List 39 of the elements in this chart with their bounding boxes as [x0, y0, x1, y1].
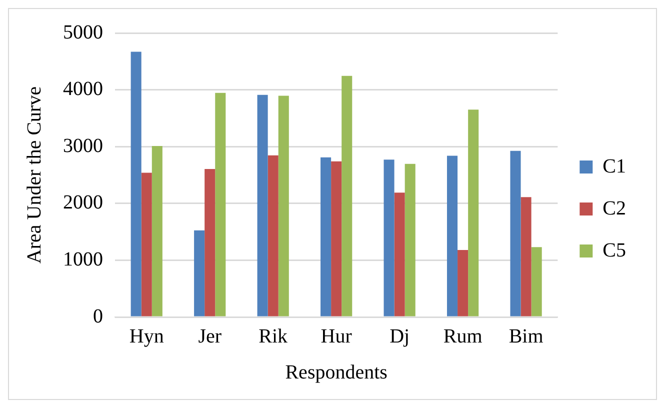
bar — [141, 172, 152, 316]
bar — [320, 157, 332, 316]
bar — [520, 197, 532, 316]
bar — [458, 250, 468, 316]
bar — [404, 164, 416, 316]
bar — [384, 160, 394, 316]
bar — [130, 52, 142, 316]
bar — [510, 150, 521, 316]
legend-label: C2 — [602, 197, 626, 220]
bar — [204, 169, 216, 316]
y-tick-label: 1000 — [63, 248, 103, 270]
y-tick-label: 0 — [93, 305, 103, 328]
legend-label: C5 — [602, 239, 626, 262]
legend-label: C1 — [602, 155, 626, 178]
x-tick-label: Hyn — [129, 325, 164, 348]
bar — [331, 161, 342, 316]
bar — [278, 96, 289, 316]
x-tick-label: Jer — [198, 325, 222, 348]
x-tick-label: Rum — [443, 325, 483, 348]
y-tick-label: 2000 — [63, 192, 103, 214]
bar — [257, 94, 268, 316]
x-tick-label: Dj — [390, 325, 410, 348]
x-axis-title: Respondents — [285, 361, 388, 384]
bar — [394, 192, 405, 316]
bar — [194, 230, 205, 316]
bar — [215, 92, 226, 316]
x-tick-label: Hur — [320, 325, 352, 348]
bar — [152, 146, 162, 316]
y-axis-title: Area Under the Curve — [23, 86, 46, 264]
bar — [268, 155, 278, 316]
bar — [531, 247, 542, 316]
x-tick-label: Bim — [508, 325, 544, 348]
bar — [468, 110, 479, 316]
x-tick-label: Rik — [258, 325, 288, 348]
y-tick-label: 4000 — [63, 78, 103, 100]
bar — [446, 156, 458, 316]
y-tick-label: 3000 — [63, 134, 103, 157]
y-tick-label: 5000 — [63, 21, 103, 44]
bar — [342, 76, 352, 316]
